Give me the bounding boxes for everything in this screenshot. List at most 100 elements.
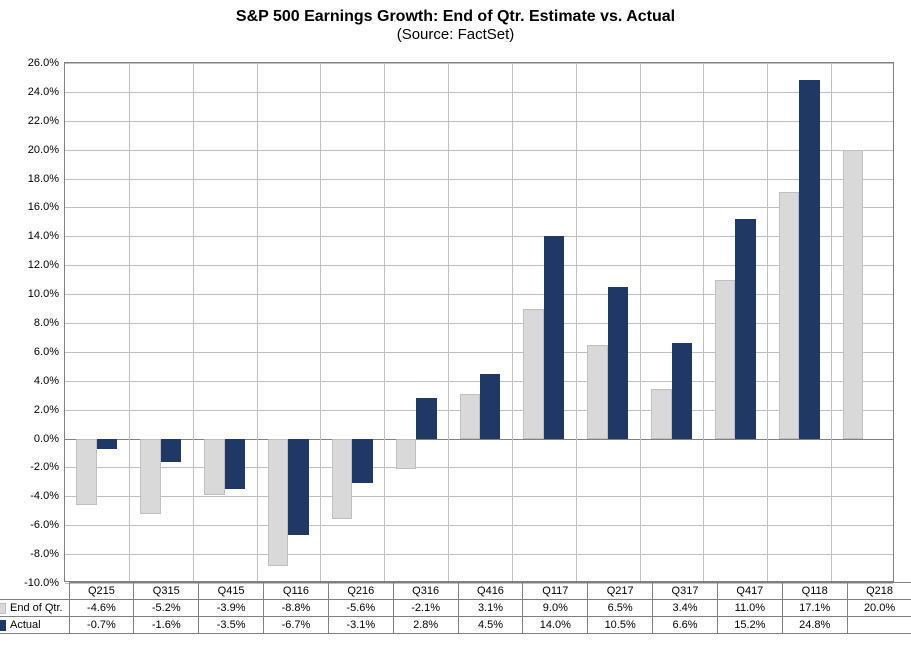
ytick-label: 8.0% xyxy=(34,317,59,329)
category-divider xyxy=(448,63,449,581)
series-name: End of Qtr. xyxy=(10,602,63,614)
gridline xyxy=(65,381,893,382)
bar-actual xyxy=(672,343,692,438)
ytick-label: 2.0% xyxy=(34,404,59,416)
ytick-label: 24.0% xyxy=(28,86,59,98)
ytick-label: 14.0% xyxy=(28,230,59,242)
data-cell: 6.6% xyxy=(653,617,718,634)
data-cell: 24.8% xyxy=(782,617,847,634)
ytick-label: 16.0% xyxy=(28,201,59,213)
bar-end-of-qtr- xyxy=(460,394,480,439)
category-label: Q116 xyxy=(264,583,329,600)
category-label: Q417 xyxy=(717,583,782,600)
row-header: Actual xyxy=(0,617,69,634)
data-cell: -5.6% xyxy=(328,600,393,617)
ytick-label: 18.0% xyxy=(28,173,59,185)
ytick-label: 0.0% xyxy=(34,433,59,445)
category-label: Q217 xyxy=(588,583,653,600)
category-divider xyxy=(257,63,258,581)
plot-area: -10.0%-8.0%-6.0%-4.0%-2.0%0.0%2.0%4.0%6.… xyxy=(64,62,894,582)
gridline xyxy=(65,439,893,440)
category-divider xyxy=(576,63,577,581)
category-divider xyxy=(384,63,385,581)
data-cell: -3.1% xyxy=(328,617,393,634)
category-divider xyxy=(767,63,768,581)
chart-title: S&P 500 Earnings Growth: End of Qtr. Est… xyxy=(0,8,911,26)
bar-actual xyxy=(225,439,245,490)
data-table: Q215Q315Q415Q116Q216Q316Q416Q117Q217Q317… xyxy=(0,582,911,634)
gridline xyxy=(65,554,893,555)
chart-container: S&P 500 Earnings Growth: End of Qtr. Est… xyxy=(0,0,911,662)
data-cell: -8.8% xyxy=(264,600,329,617)
ytick-label: 26.0% xyxy=(28,57,59,69)
ytick-label: -6.0% xyxy=(30,519,59,531)
data-cell: 11.0% xyxy=(717,600,782,617)
data-cell: 17.1% xyxy=(782,600,847,617)
bar-actual xyxy=(799,80,819,438)
gridline xyxy=(65,92,893,93)
table-row: End of Qtr.-4.6%-5.2%-3.9%-8.8%-5.6%-2.1… xyxy=(0,600,911,617)
category-label: Q215 xyxy=(69,583,134,600)
gridline xyxy=(65,207,893,208)
row-header: End of Qtr. xyxy=(0,600,69,617)
legend-swatch xyxy=(0,603,6,614)
category-divider xyxy=(703,63,704,581)
data-cell: 6.5% xyxy=(588,600,653,617)
category-divider xyxy=(640,63,641,581)
category-label: Q118 xyxy=(782,583,847,600)
data-cell: -5.2% xyxy=(134,600,199,617)
ytick-label: -4.0% xyxy=(30,490,59,502)
gridline xyxy=(65,179,893,180)
gridline xyxy=(65,525,893,526)
category-label: Q315 xyxy=(134,583,199,600)
bar-end-of-qtr- xyxy=(651,389,671,438)
ytick-label: 4.0% xyxy=(34,375,59,387)
gridline xyxy=(65,294,893,295)
data-cell: 3.4% xyxy=(653,600,718,617)
ytick-label: 20.0% xyxy=(28,144,59,156)
category-label: Q117 xyxy=(523,583,588,600)
category-divider xyxy=(512,63,513,581)
series-name: Actual xyxy=(10,619,41,631)
bar-actual xyxy=(544,236,564,438)
gridline xyxy=(65,467,893,468)
bar-actual xyxy=(480,374,500,439)
bar-end-of-qtr- xyxy=(204,439,224,495)
gridline xyxy=(65,323,893,324)
bar-end-of-qtr- xyxy=(268,439,288,566)
data-cell: -6.7% xyxy=(264,617,329,634)
table-header-row: Q215Q315Q415Q116Q216Q316Q416Q117Q217Q317… xyxy=(0,583,911,600)
ytick-label: 6.0% xyxy=(34,346,59,358)
data-cell: 20.0% xyxy=(847,600,911,617)
table-row: Actual-0.7%-1.6%-3.5%-6.7%-3.1%2.8%4.5%1… xyxy=(0,617,911,634)
data-cell: -3.9% xyxy=(199,600,264,617)
data-cell xyxy=(847,617,911,634)
category-label: Q416 xyxy=(458,583,523,600)
data-cell: 15.2% xyxy=(717,617,782,634)
data-cell: 10.5% xyxy=(588,617,653,634)
bar-end-of-qtr- xyxy=(843,150,863,439)
category-label: Q415 xyxy=(199,583,264,600)
bar-actual xyxy=(608,287,628,439)
legend-swatch xyxy=(0,620,6,631)
bar-end-of-qtr- xyxy=(396,439,416,469)
category-label: Q317 xyxy=(653,583,718,600)
bar-end-of-qtr- xyxy=(76,439,96,505)
ytick-label: 22.0% xyxy=(28,115,59,127)
ytick-label: -2.0% xyxy=(30,461,59,473)
category-divider xyxy=(193,63,194,581)
ytick-label: -8.0% xyxy=(30,548,59,560)
data-cell: 2.8% xyxy=(393,617,458,634)
title-block: S&P 500 Earnings Growth: End of Qtr. Est… xyxy=(0,0,911,43)
category-label: Q218 xyxy=(847,583,911,600)
bar-end-of-qtr- xyxy=(332,439,352,520)
data-cell: -1.6% xyxy=(134,617,199,634)
bar-end-of-qtr- xyxy=(523,309,543,439)
data-cell: 9.0% xyxy=(523,600,588,617)
ytick-label: 10.0% xyxy=(28,288,59,300)
gridline xyxy=(65,236,893,237)
gridline xyxy=(65,265,893,266)
bar-end-of-qtr- xyxy=(140,439,160,514)
chart-subtitle: (Source: FactSet) xyxy=(0,26,911,43)
data-cell: -2.1% xyxy=(393,600,458,617)
